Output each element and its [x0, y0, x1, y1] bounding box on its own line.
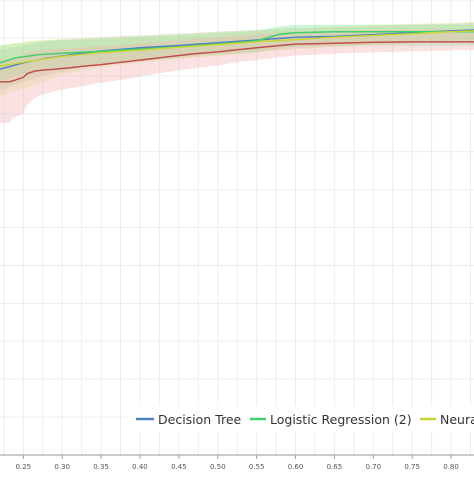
line-series-3	[0, 30, 474, 67]
x-tick-label: 0.35	[93, 463, 109, 471]
x-tick-label: 0.75	[404, 463, 420, 471]
x-tick-label: 0.30	[54, 463, 70, 471]
x-tick-label: 0.70	[365, 463, 381, 471]
x-tick-label: 0.45	[171, 463, 187, 471]
x-tick-label: 0.80	[443, 463, 459, 471]
legend-label-2: Logistic Regression (2)	[270, 412, 412, 427]
band-series-1	[0, 22, 474, 91]
band-series-2	[0, 24, 474, 82]
band-series-4	[0, 29, 474, 123]
x-tick-label: 0.50	[210, 463, 226, 471]
series-lines	[0, 29, 474, 83]
line-series-4	[0, 41, 474, 83]
x-tick-label: 0.40	[132, 463, 148, 471]
legend-label-3: Neura	[440, 412, 474, 427]
x-axis-ticks: 0.25 0.30 0.35 0.40 0.45 0.50 0.55 0.60 0.65 0.70…	[16, 455, 459, 471]
legend: Decision Tree Logistic Regression (2) Neur…	[128, 406, 474, 432]
x-tick-label: 0.25	[16, 463, 32, 471]
x-tick-label: 0.60	[288, 463, 304, 471]
x-tick-label: 0.55	[249, 463, 265, 471]
legend-label-1: Decision Tree	[158, 412, 242, 427]
confidence-bands	[0, 21, 474, 123]
x-tick-label: 0.65	[327, 463, 343, 471]
band-series-3	[0, 21, 474, 96]
legend-box	[128, 406, 474, 432]
